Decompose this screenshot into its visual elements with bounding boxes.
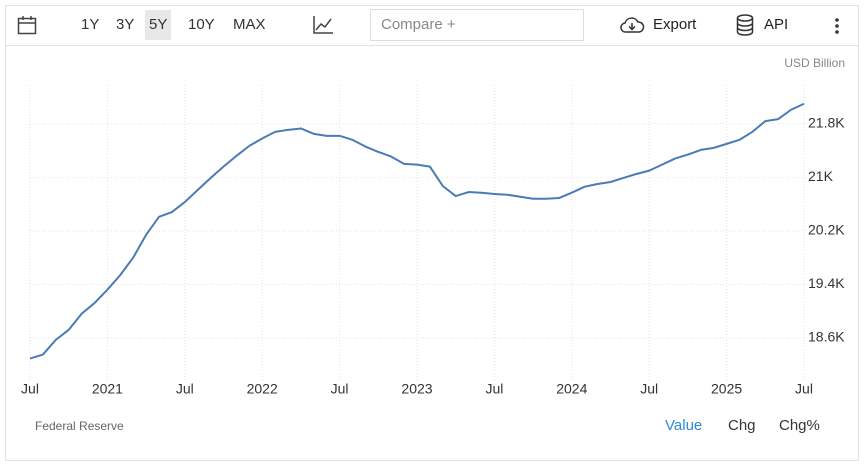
y-tick-label: 21.8K — [808, 115, 845, 131]
x-tick-label: 2021 — [92, 381, 123, 397]
y-tick-label: 21K — [808, 168, 834, 184]
unit-label: USD Billion — [784, 56, 845, 70]
data-line — [29, 102, 805, 360]
x-tick-label: Jul — [331, 381, 349, 397]
menu-icon[interactable] — [833, 17, 841, 35]
x-tick-label: Jul — [640, 381, 658, 397]
x-tick-label: Jul — [795, 381, 813, 397]
x-tick-label: Jul — [176, 381, 194, 397]
x-tick-label: 2022 — [247, 381, 278, 397]
y-tick-label: 20.2K — [808, 222, 845, 238]
y-tick-label: 18.6K — [808, 329, 845, 345]
chart-type-icon[interactable] — [312, 15, 334, 35]
toolbar: 1Y 3Y 5Y 10Y MAX Compare + Export API — [5, 5, 859, 46]
api-icon[interactable] — [736, 14, 754, 36]
compare-input[interactable]: Compare + — [370, 9, 584, 41]
range-button[interactable]: 5Y — [145, 10, 172, 40]
range-button[interactable]: 10Y — [188, 16, 215, 33]
source: Federal Reserve — [35, 419, 124, 433]
frame — [5, 5, 859, 461]
footer-tab[interactable]: Value — [665, 417, 703, 434]
y-tick-label: 19.4K — [808, 275, 845, 291]
export-icon[interactable] — [619, 16, 645, 34]
x-tick-label: Jul — [21, 381, 39, 397]
footer-tab[interactable]: Chg% — [779, 417, 820, 434]
x-tick-label: 2024 — [556, 381, 587, 397]
range-button[interactable]: 1Y — [81, 16, 100, 33]
x-tick-label: Jul — [485, 381, 503, 397]
api-button[interactable]: API — [764, 16, 789, 33]
x-tick-label: 2025 — [711, 381, 742, 397]
range-button[interactable]: MAX — [233, 16, 266, 33]
calendar-icon[interactable] — [17, 15, 37, 35]
export-button[interactable]: Export — [653, 16, 697, 33]
footer-tab[interactable]: Chg — [728, 417, 756, 434]
x-tick-label: 2023 — [401, 381, 432, 397]
range-button[interactable]: 3Y — [116, 16, 135, 33]
